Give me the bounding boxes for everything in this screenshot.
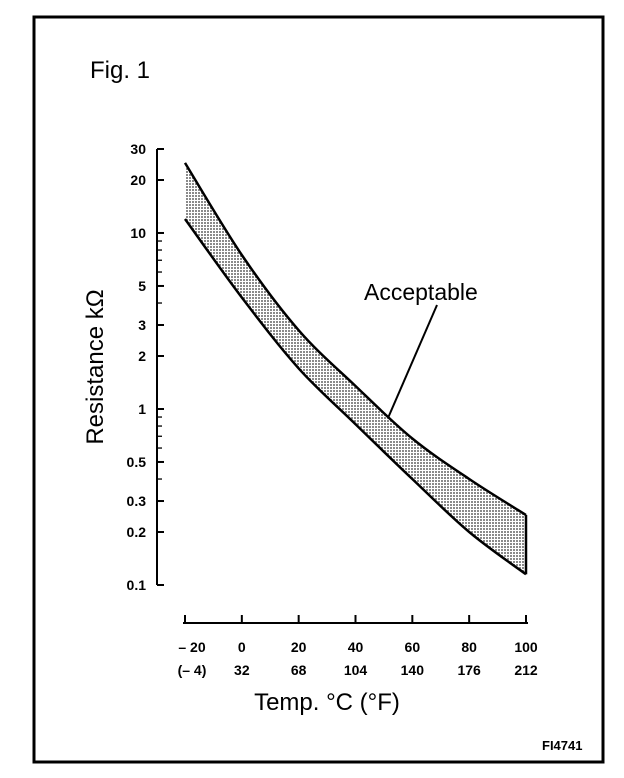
band-upper-line-0 — [183, 162, 527, 517]
x-tick-label-f: 68 — [291, 662, 307, 678]
x-tick-label-f: 140 — [401, 662, 425, 678]
x-tick-label-c: 20 — [291, 639, 307, 655]
y-tick-label: 0.5 — [127, 454, 147, 470]
y-tick-label: 3 — [138, 317, 146, 333]
figure-code: FI4741 — [542, 738, 582, 753]
y-tick-label: 2 — [138, 348, 146, 364]
x-tick-label-f: 176 — [457, 662, 481, 678]
x-tick-label-c: – 20 — [178, 639, 205, 655]
x-tick-label-f: (– 4) — [178, 662, 207, 678]
x-tick-label-c: 100 — [514, 639, 538, 655]
x-tick-label-c: 60 — [405, 639, 421, 655]
y-tick-label: 0.2 — [127, 524, 147, 540]
y-tick-label: 0.1 — [127, 577, 147, 593]
x-tick-label-f: 212 — [514, 662, 538, 678]
y-tick-label: 10 — [130, 225, 146, 241]
band-lower-line-0 — [183, 218, 527, 576]
x-tick-label-c: 80 — [461, 639, 477, 655]
x-tick-label-c: 40 — [348, 639, 364, 655]
y-tick-label: 1 — [138, 401, 146, 417]
annotation-acceptable: Acceptable — [364, 279, 478, 305]
series-bands — [183, 162, 528, 576]
x-ticks: – 20 (– 4) 0 32 20 68 40 104 60 140 80 176 100 212 — [178, 615, 538, 678]
x-tick-label-f: 32 — [234, 662, 250, 678]
x-tick-label-f: 104 — [344, 662, 368, 678]
y-tick-label: 20 — [130, 172, 146, 188]
y-tick-label: 5 — [138, 278, 146, 294]
figure-frame — [32, 15, 605, 764]
y-tick-label: 0.3 — [127, 493, 147, 509]
annotation-leader — [387, 304, 438, 419]
x-axis-title: Temp. °C (°F) — [254, 689, 400, 716]
y-ticks: 30 20 10 5 3 2 1 0.5 0.3 0.2 0.1 — [127, 141, 164, 593]
x-tick-label-c: 0 — [238, 639, 246, 655]
y-tick-label: 30 — [130, 141, 146, 157]
figure-label: Fig. 1 — [90, 57, 150, 84]
y-axis-title: Resistance kΩ — [82, 289, 109, 444]
band-area-0 — [185, 162, 526, 575]
